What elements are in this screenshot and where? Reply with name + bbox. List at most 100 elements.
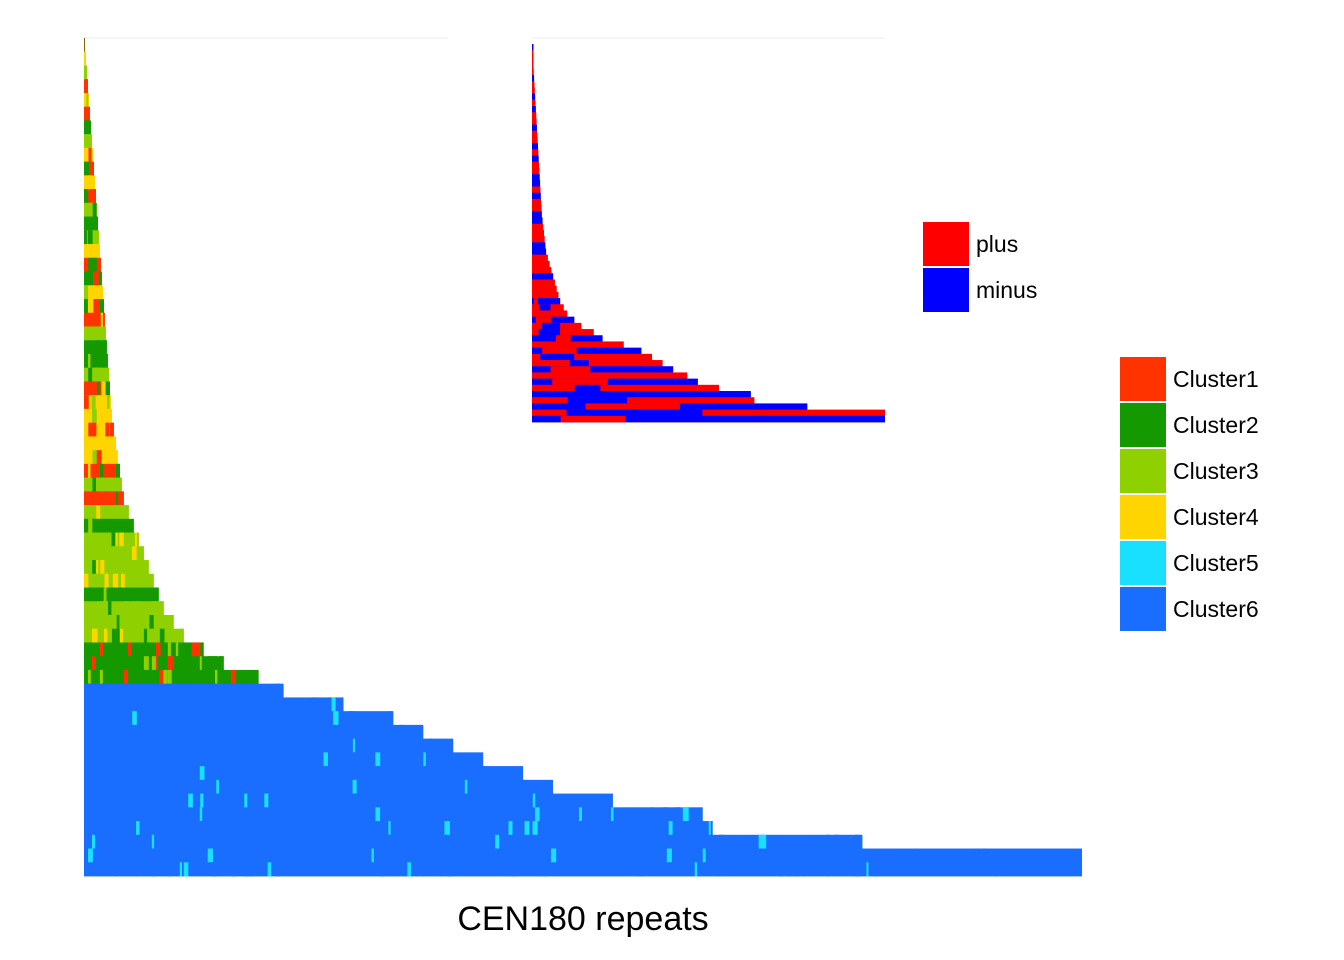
- repeat-stripe: [131, 724, 137, 740]
- repeat-stripe: [650, 807, 654, 822]
- strand-row-26: [532, 198, 542, 206]
- strand-row-49: [532, 341, 624, 349]
- repeat-stripe: [108, 560, 111, 575]
- repeat-stripe: [127, 807, 134, 822]
- repeat-stripe: [143, 628, 148, 643]
- repeat-stripe: [149, 614, 154, 630]
- repeat-stripe: [123, 601, 130, 616]
- strand-segment: [542, 347, 577, 355]
- repeat-stripe: [275, 683, 280, 698]
- repeat-stripe: [163, 669, 168, 685]
- repeat-stripe: [664, 821, 669, 836]
- strand-row-9: [532, 93, 536, 101]
- array-row-30: [84, 436, 116, 451]
- repeat-stripe: [323, 752, 328, 767]
- repeat-stripe: [135, 656, 141, 671]
- repeat-stripe: [92, 518, 95, 533]
- repeat-stripe: [84, 669, 88, 685]
- repeat-stripe: [492, 779, 499, 794]
- repeat-stripe: [92, 367, 99, 382]
- repeat-stripe: [123, 669, 129, 685]
- repeat-stripe: [319, 752, 325, 767]
- repeat-stripe: [344, 793, 349, 808]
- repeat-stripe: [159, 601, 164, 616]
- repeat-stripe: [211, 862, 217, 877]
- repeat-stripe: [87, 353, 91, 369]
- strand-row-18: [532, 149, 539, 156]
- repeat-stripe: [379, 862, 385, 877]
- repeat-stripe: [107, 395, 110, 410]
- cluster-legend-label-cluster3: Cluster3: [1173, 458, 1259, 484]
- repeat-stripe: [694, 862, 698, 877]
- cluster-legend: Cluster1 Cluster2 Cluster3 Cluster4 Cluster5…: [1120, 357, 1259, 631]
- repeat-stripe: [311, 697, 317, 712]
- strand-row-23: [532, 180, 541, 187]
- repeat-stripe: [91, 395, 96, 410]
- repeat-stripe: [280, 738, 287, 753]
- strand-row-56: [532, 384, 720, 392]
- repeat-stripe: [448, 793, 452, 808]
- repeat-stripe: [91, 834, 96, 849]
- repeat-stripe: [167, 656, 174, 671]
- repeat-stripe: [120, 573, 125, 588]
- repeat-stripe: [84, 230, 87, 245]
- repeat-stripe: [160, 779, 165, 794]
- repeat-stripe: [786, 862, 792, 877]
- repeat-stripe: [375, 724, 380, 740]
- repeat-stripe: [104, 367, 109, 382]
- repeat-stripe: [132, 711, 137, 726]
- repeat-stripe: [167, 848, 174, 863]
- repeat-stripe: [143, 587, 147, 602]
- repeat-stripe: [232, 779, 238, 794]
- repeat-stripe: [99, 848, 106, 863]
- repeat-stripe: [87, 546, 91, 561]
- repeat-stripe: [100, 738, 105, 753]
- strand-row-58: [532, 397, 755, 404]
- repeat-stripe: [84, 65, 87, 80]
- repeat-stripe: [87, 463, 91, 479]
- strand-segment: [539, 304, 551, 311]
- cluster-heatmap: [84, 37, 1082, 877]
- repeat-stripe: [388, 821, 391, 836]
- repeat-stripe: [307, 766, 310, 781]
- repeat-stripe: [874, 862, 878, 877]
- repeat-stripe: [794, 862, 800, 877]
- repeat-stripe: [155, 807, 158, 822]
- repeat-stripe: [84, 546, 90, 561]
- repeat-stripe: [151, 834, 155, 849]
- strand-legend: plus minus: [923, 222, 1037, 312]
- strand-row-36: [532, 260, 550, 268]
- repeat-stripe: [327, 697, 333, 712]
- repeat-stripe: [103, 697, 110, 712]
- array-row-59: [84, 834, 863, 849]
- array-row-60: [84, 848, 1082, 863]
- repeat-stripe: [84, 738, 87, 753]
- repeat-stripe: [92, 614, 97, 630]
- repeat-stripe: [155, 669, 160, 685]
- repeat-stripe: [243, 752, 249, 767]
- repeat-stripe: [87, 669, 91, 685]
- repeat-stripe: [151, 656, 157, 671]
- strand-row-61: [532, 415, 885, 423]
- repeat-stripe: [602, 807, 609, 822]
- array-row-28: [84, 408, 112, 424]
- repeat-stripe: [535, 807, 540, 822]
- x-axis-label: CEN180 repeats: [457, 900, 708, 938]
- repeat-stripe: [367, 752, 373, 767]
- repeat-stripe: [994, 862, 998, 877]
- repeat-stripe: [854, 834, 860, 849]
- repeat-stripe: [95, 656, 102, 671]
- strand-row-38: [532, 273, 554, 280]
- repeat-stripe: [524, 821, 530, 836]
- repeat-stripe: [579, 807, 583, 822]
- repeat-stripe: [200, 738, 205, 753]
- repeat-stripe: [387, 834, 390, 849]
- repeat-stripe: [151, 862, 157, 877]
- repeat-stripe: [100, 560, 105, 575]
- strand-row-50: [532, 347, 642, 355]
- repeat-stripe: [179, 862, 183, 877]
- repeat-stripe: [408, 779, 414, 794]
- repeat-stripe: [115, 642, 120, 657]
- repeat-stripe: [84, 120, 88, 135]
- repeat-stripe: [464, 779, 468, 794]
